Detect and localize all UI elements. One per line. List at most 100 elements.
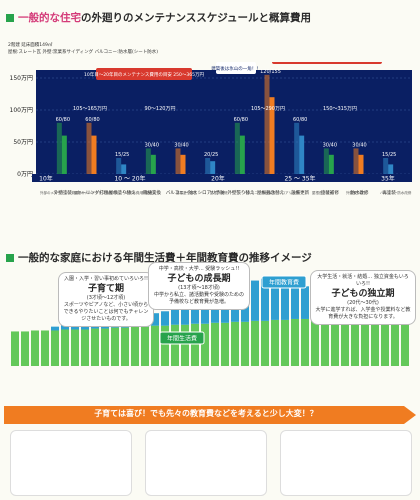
y-tick-label: 150万円 [10,75,33,82]
living-cost-bar [301,318,309,366]
education-cost-bar [191,302,199,324]
living-cost-bar [361,318,369,366]
category-label: 雨樋交換 [143,189,161,196]
education-cost-bar [251,280,259,321]
education-cost-bar [161,311,169,326]
graduate-illustration [280,430,412,496]
bar-min [328,154,334,174]
category-annotation: 外壁張り替え [346,190,367,195]
y-tick-label: 50万円 [13,139,33,146]
category-label: 外壁張り替え [227,189,254,196]
bar-min [180,154,186,174]
bar-min [269,97,275,174]
living-cost-bar [151,325,159,366]
education-cost-bar [281,275,289,320]
x-group-label: 35年 [381,175,395,183]
living-cost-bar [261,320,269,366]
living-cost-bar [101,328,109,366]
bar-min [121,164,127,174]
category-annotation: バルコニー防水保護 [244,190,276,195]
category-annotation: 外部のメンテナンス費用 [40,190,79,195]
annotation-text: 10年目～20年目のメンテナンス費用の目安 250～365万円 [84,71,204,78]
bar-value-label: 60/80 [56,117,70,123]
legend-living-label: 年間生活費 [167,335,197,343]
chart-background [36,70,412,174]
education-cost-bar [61,324,69,330]
living-cost-bar [211,322,219,366]
living-cost-bar [201,323,209,366]
bar-max [294,122,300,174]
x-axis-band [32,174,412,182]
category-annotation: 屋根葺き替え [312,190,333,195]
education-cost-bar [301,286,309,319]
living-cost-bar [81,329,89,366]
education-cost-bar [151,313,159,326]
category-annotation: バルコニー防水改修 [380,190,412,195]
annotation-box [272,62,382,64]
category-label: バルコニー防水 [166,189,198,196]
range-annotation: 105～165万円 [73,106,107,112]
bar-value-label: 15/25 [115,152,129,158]
bar-max [264,74,270,174]
living-cost-bar [11,331,19,366]
bar-value-label: 20/25 [204,152,218,158]
living-cost-bar [311,318,319,366]
bar-max [145,148,151,174]
x-group-label: 10年 [39,175,53,183]
living-cost-bar [341,317,349,366]
category-label: 塗装補修 [321,189,339,196]
living-cost-bar [31,330,39,366]
living-cost-bar [141,326,149,366]
legend-education-label: 年間教育費 [269,279,299,287]
category-annotation: 屋根塗り替え [176,190,197,195]
family-illustration [10,430,132,496]
category-label: シーリング打替 [77,189,109,196]
living-cost-bar [351,318,359,366]
living-cost-bar [171,324,179,366]
living-cost-bar [291,318,299,366]
category-annotation: 屋根のメンテナンス費用 [74,190,113,195]
bar-min [388,164,394,174]
bar-min [150,154,156,174]
bar-max [323,148,329,174]
legend-living [159,331,205,345]
category-annotation: 屋根の補修 [210,190,228,195]
bar-value-label: 30/40 [174,142,188,148]
living-cost-bar [231,321,239,366]
living-cost-bar [241,321,249,366]
living-cost-bar [251,320,259,366]
bar-max [234,122,240,174]
bar-min [61,135,67,174]
living-cost-bar [381,318,389,366]
education-cost-bar [181,305,189,325]
y-tick-label: 0万円 [17,171,33,178]
living-cost-bar [271,319,279,366]
living-cost-bar [371,318,379,366]
category-label: 屋根葺き替え [257,189,284,196]
education-cost-bar [171,308,179,325]
living-cost-bar [111,327,119,366]
bar-max [56,122,62,174]
x-group-label: 20年 [211,175,225,183]
range-annotation: 150～315万円 [323,106,357,112]
category-label: シロアリ予防 [198,189,225,196]
bar-max [353,148,359,174]
bar-max [383,158,389,174]
category-annotation: 外壁塗装 [142,190,156,195]
living-cost-bar [41,330,49,366]
category-annotation: シロアリ予防 [278,190,299,195]
callout-independence: 大学生活・就活・結婚… 独立資金もいろいろ!! 子どもの独立期 (20代〜30代… [310,270,416,325]
callout-childrearing: 入園・入学・習い事初めていろいろ!! 子育て期 (3才頃〜12才頃) スポーツや… [58,272,154,327]
x-group-label: 10 〜 20年 [114,175,145,183]
banner-arrow [4,406,416,424]
bar-value-label: 120/155 [260,69,281,75]
x-group-label: 25 〜 35年 [284,175,315,183]
banner-text: 子育ては喜び！でも先々の教育費などを考えると少し大変！？ [94,409,318,418]
bar-min [239,135,245,174]
bar-min [299,135,305,174]
category-label: 再塗装 [382,189,396,196]
top-section-title: 一般的な住宅の外廻りのメンテナンススケジュールと概算費用 [6,10,311,25]
bar-value-label: 30/40 [323,142,337,148]
range-annotation: 105～290万円 [251,106,285,112]
green-square-icon [6,14,14,22]
